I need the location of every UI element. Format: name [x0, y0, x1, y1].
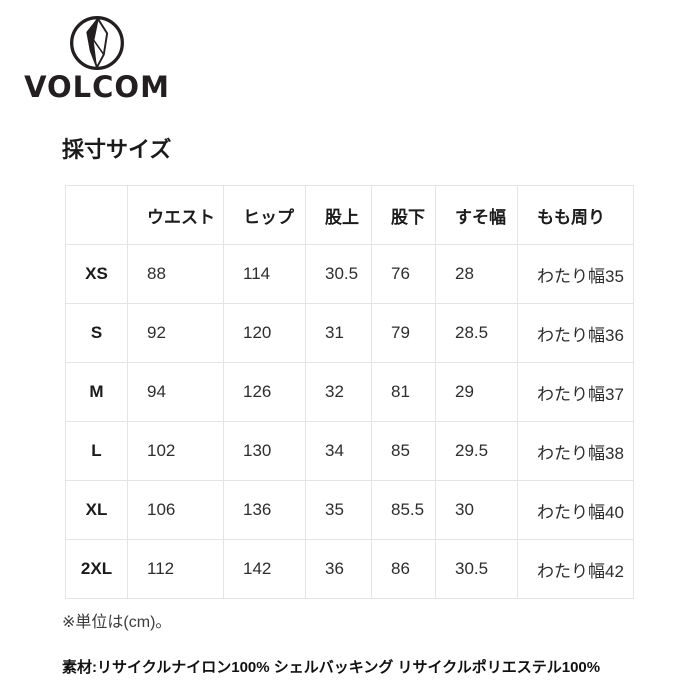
cell-rise: 32 — [305, 362, 372, 423]
page-title: 採寸サイズ — [62, 137, 172, 162]
cell-hip: 142 — [223, 539, 306, 600]
column-header-thigh: もも周り — [517, 185, 634, 246]
volcom-stone-icon — [70, 16, 124, 70]
cell-hem-width: 28.5 — [435, 303, 518, 364]
brand-wordmark: VOLCOM — [24, 70, 170, 104]
cell-rise: 31 — [305, 303, 372, 364]
column-header-blank — [65, 185, 128, 246]
column-header-hip: ヒップ — [223, 185, 306, 246]
cell-hip: 130 — [223, 421, 306, 482]
cell-waist: 92 — [127, 303, 224, 364]
material-note: 素材:リサイクルナイロン100% シェルバッキング リサイクルポリエステル100… — [62, 659, 601, 677]
cell-thigh: わたり幅35 — [517, 244, 634, 305]
size-label: 2XL — [65, 539, 128, 600]
cell-waist: 88 — [127, 244, 224, 305]
cell-thigh: わたり幅38 — [517, 421, 634, 482]
table-row-l: L 102 130 34 85 29.5 わたり幅38 — [65, 421, 634, 482]
cell-waist: 112 — [127, 539, 224, 600]
column-header-hem-width: すそ幅 — [435, 185, 518, 246]
cell-waist: 106 — [127, 480, 224, 541]
cell-hip: 126 — [223, 362, 306, 423]
volcom-logo: VOLCOM — [22, 14, 172, 102]
cell-thigh: わたり幅36 — [517, 303, 634, 364]
size-label: L — [65, 421, 128, 482]
table-row-xl: XL 106 136 35 85.5 30 わたり幅40 — [65, 480, 634, 541]
size-label: M — [65, 362, 128, 423]
table-row-s: S 92 120 31 79 28.5 わたり幅36 — [65, 303, 634, 364]
size-label: XL — [65, 480, 128, 541]
cell-inseam: 76 — [371, 244, 436, 305]
cell-thigh: わたり幅42 — [517, 539, 634, 600]
table-header-row: ウエスト ヒップ 股上 股下 すそ幅 もも周り — [65, 185, 634, 246]
column-header-waist: ウエスト — [127, 185, 224, 246]
cell-hem-width: 29 — [435, 362, 518, 423]
cell-rise: 36 — [305, 539, 372, 600]
cell-hem-width: 28 — [435, 244, 518, 305]
cell-inseam: 85.5 — [371, 480, 436, 541]
cell-inseam: 86 — [371, 539, 436, 600]
cell-rise: 35 — [305, 480, 372, 541]
column-header-rise: 股上 — [305, 185, 372, 246]
table-row-xs: XS 88 114 30.5 76 28 わたり幅35 — [65, 244, 634, 305]
size-chart-table: ウエスト ヒップ 股上 股下 すそ幅 もも周り XS 88 114 30.5 7… — [65, 185, 634, 600]
cell-hem-width: 30 — [435, 480, 518, 541]
column-header-inseam: 股下 — [371, 185, 436, 246]
cell-rise: 30.5 — [305, 244, 372, 305]
table-row-2xl: 2XL 112 142 36 86 30.5 わたり幅42 — [65, 539, 634, 600]
cell-waist: 102 — [127, 421, 224, 482]
unit-note: ※単位は(cm)。 — [62, 614, 172, 632]
cell-thigh: わたり幅37 — [517, 362, 634, 423]
size-label: XS — [65, 244, 128, 305]
cell-hip: 114 — [223, 244, 306, 305]
cell-hem-width: 29.5 — [435, 421, 518, 482]
cell-inseam: 79 — [371, 303, 436, 364]
cell-rise: 34 — [305, 421, 372, 482]
cell-hem-width: 30.5 — [435, 539, 518, 600]
cell-hip: 120 — [223, 303, 306, 364]
cell-thigh: わたり幅40 — [517, 480, 634, 541]
cell-waist: 94 — [127, 362, 224, 423]
table-row-m: M 94 126 32 81 29 わたり幅37 — [65, 362, 634, 423]
cell-inseam: 85 — [371, 421, 436, 482]
cell-hip: 136 — [223, 480, 306, 541]
cell-inseam: 81 — [371, 362, 436, 423]
size-label: S — [65, 303, 128, 364]
